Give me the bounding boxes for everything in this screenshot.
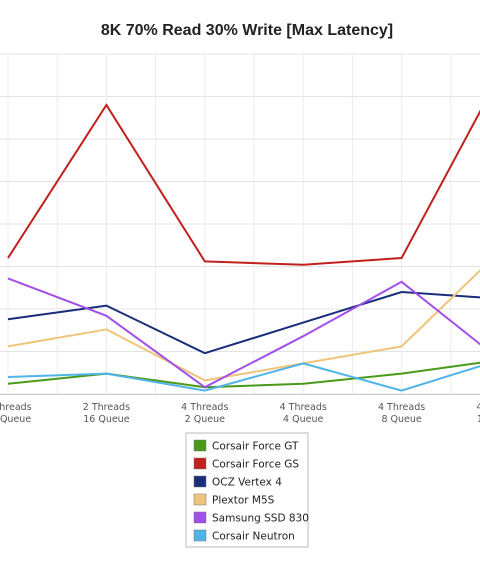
legend-swatch — [193, 475, 207, 488]
series-line-ocz-vertex-4 — [7, 290, 480, 355]
series-line-corsair-force-gt — [7, 361, 480, 389]
legend-swatch — [193, 529, 207, 542]
legend-label: OCZ Vertex 4 — [212, 477, 282, 489]
legend-label: Corsair Neutron — [212, 531, 295, 543]
x-tick-label: 4 Threads 4 Queue — [280, 402, 327, 425]
chart-title: 8K 70% Read 30% Write [Max Latency] — [101, 22, 393, 39]
legend-swatch — [193, 439, 207, 452]
legend-box — [185, 432, 309, 548]
legend-swatch — [193, 511, 207, 524]
legend: Corsair Force GT Corsair Force GS OCZ Vert… — [185, 432, 309, 548]
legend-label: Corsair Force GT — [212, 441, 299, 453]
grid-lines — [0, 53, 480, 395]
legend-swatch — [193, 493, 207, 506]
series-lines — [7, 103, 480, 392]
series-line-corsair-force-gs — [7, 103, 480, 266]
legend-label: Plextor M5S — [212, 495, 275, 507]
series-line-samsung-ssd-830 — [7, 277, 480, 389]
series-line-corsair-neutron — [7, 362, 480, 392]
legend-label: Samsung SSD 830 — [212, 513, 309, 525]
legend-swatch — [193, 457, 207, 470]
x-tick-label: 4 Threads 2 Queue — [181, 402, 228, 425]
x-tick-label: 4 Threads 8 Queue — [378, 402, 425, 425]
legend-label: Corsair Force GS — [212, 459, 299, 471]
x-tick-label: 2 Threads 16 Queue — [83, 402, 130, 425]
